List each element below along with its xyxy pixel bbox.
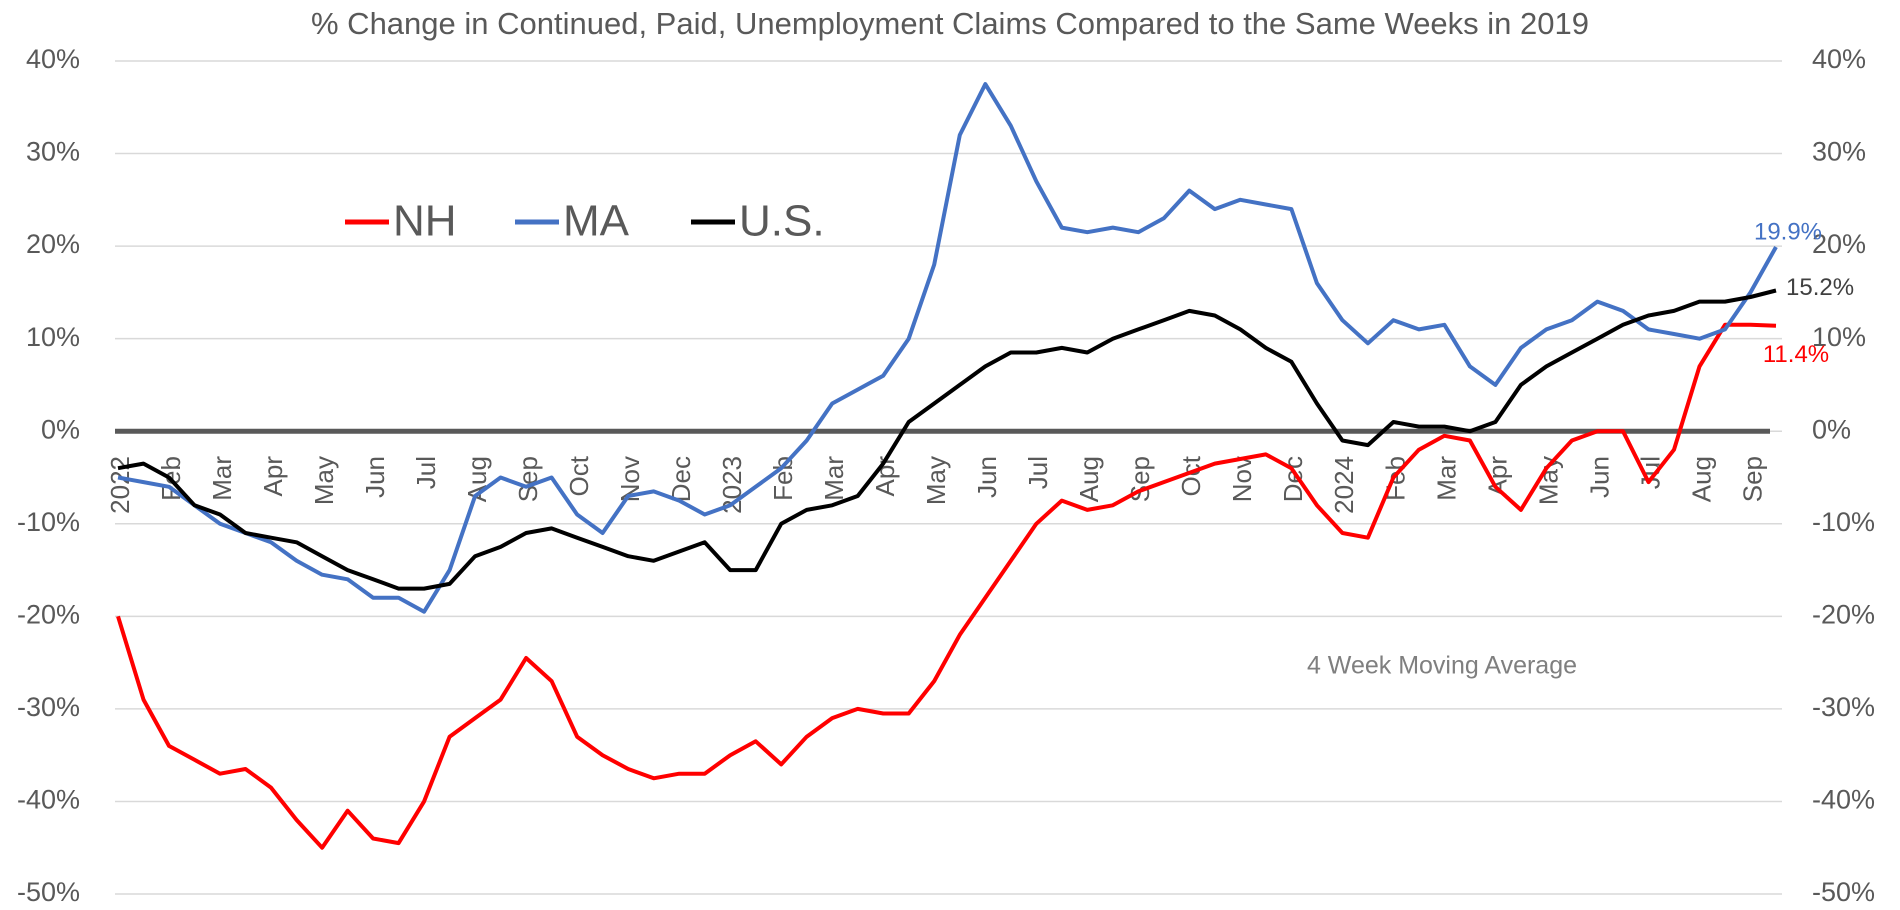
y2-tick-label: -10% (1812, 507, 1875, 537)
x-tick-label: Mar (819, 456, 849, 501)
y-tick-label: -20% (17, 599, 80, 629)
y-tick-label: 10% (26, 322, 80, 352)
x-tick-label: Feb (768, 456, 798, 501)
x-tick-label: Jun (360, 456, 390, 498)
x-tick-label: Jun (972, 456, 1002, 498)
y-tick-label: 0% (41, 414, 80, 444)
chart-title: % Change in Continued, Paid, Unemploymen… (311, 6, 1589, 41)
series-line (117, 82, 1778, 614)
x-tick-label: Aug (1074, 456, 1104, 502)
y2-tick-label: 20% (1812, 229, 1866, 259)
x-tick-label: Dec (666, 456, 696, 502)
y-tick-label: -30% (17, 692, 80, 722)
data-label: 19.9% (1754, 218, 1822, 245)
y-tick-label: -10% (17, 507, 80, 537)
y2-tick-label: 40% (1812, 44, 1866, 74)
x-tick-label: Sep (1737, 456, 1767, 502)
x-tick-label: Mar (1431, 456, 1461, 501)
series-line (117, 288, 1777, 591)
x-tick-label: Jul (411, 456, 441, 489)
x-tick-label: Oct (564, 455, 594, 496)
legend-label: MA (563, 197, 630, 246)
y2-tick-label: -40% (1812, 785, 1875, 815)
data-label: 11.4% (1763, 341, 1829, 368)
series-line (116, 322, 1777, 850)
data-label: 15.2% (1786, 274, 1854, 301)
y2-tick-label: 10% (1812, 322, 1866, 352)
x-tick-label: Aug (1686, 456, 1716, 502)
y2-tick-label: 30% (1812, 137, 1866, 167)
x-tick-label: Jul (1023, 456, 1053, 489)
legend-label: NH (393, 197, 457, 246)
y-tick-label: -40% (17, 785, 80, 815)
x-tick-label: May (921, 456, 951, 505)
legend-label: U.S. (739, 197, 825, 246)
x-tick-label: May (309, 456, 339, 505)
y-tick-label: 20% (26, 229, 80, 259)
y-tick-label: 30% (26, 137, 80, 167)
annotation: 4 Week Moving Average (1307, 652, 1577, 680)
y2-tick-label: -50% (1812, 877, 1875, 907)
x-tick-label: Mar (207, 456, 237, 501)
y2-tick-label: 0% (1812, 414, 1851, 444)
x-tick-label: Sep (513, 456, 543, 502)
x-tick-label: Jun (1584, 456, 1614, 498)
y-tick-label: 40% (26, 44, 80, 74)
y2-tick-label: -20% (1812, 599, 1875, 629)
x-tick-label: Apr (258, 456, 288, 497)
x-tick-label: Nov (1227, 456, 1257, 502)
y2-tick-label: -30% (1812, 692, 1875, 722)
x-tick-label: 2024 (1329, 456, 1359, 514)
y-tick-label: -50% (17, 877, 80, 907)
